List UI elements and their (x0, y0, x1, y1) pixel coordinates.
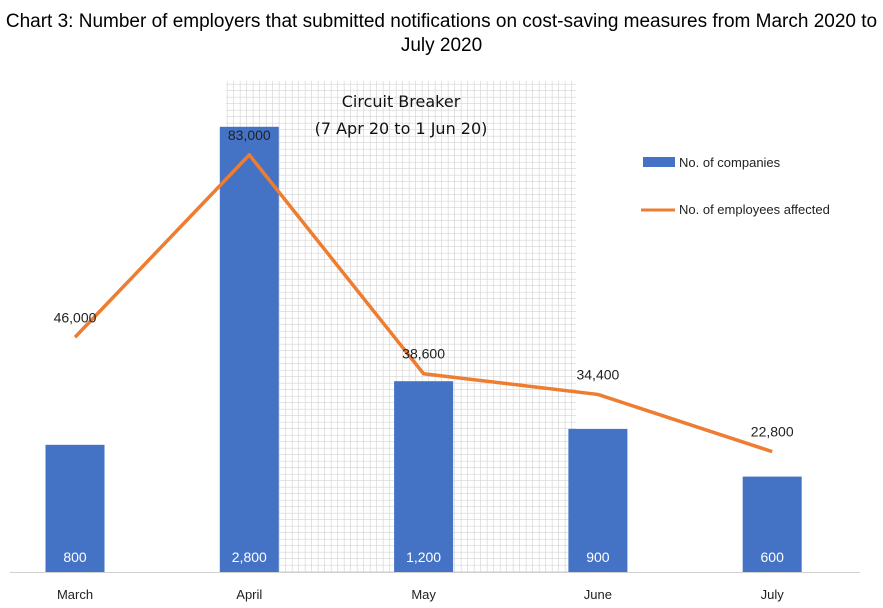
annotation-line1: Circuit Breaker (342, 92, 461, 111)
bar-june (568, 428, 628, 572)
line-label-june: 34,400 (576, 366, 619, 382)
x-tick-july: July (761, 587, 785, 602)
legend: No. of companies No. of employees affect… (641, 155, 830, 217)
bar-march (45, 444, 105, 572)
chart-title: Chart 3: Number of employers that submit… (5, 11, 878, 56)
line-label-april: 83,000 (228, 127, 271, 143)
bar-label-may: 1,200 (406, 549, 441, 565)
bar-label-march: 800 (63, 549, 87, 565)
bar-label-july: 600 (761, 549, 785, 565)
x-tick-june: June (584, 587, 612, 602)
x-tick-april: April (236, 587, 262, 602)
line-label-march: 46,000 (54, 309, 97, 325)
x-tick-may: May (411, 587, 436, 602)
bar-april (219, 126, 279, 573)
bar-label-april: 2,800 (232, 549, 267, 565)
legend-label-employees: No. of employees affected (679, 202, 830, 217)
bar-may (394, 381, 454, 572)
legend-label-companies: No. of companies (679, 155, 781, 170)
line-label-may: 38,600 (402, 346, 445, 362)
bar-july (742, 476, 802, 572)
bar-label-june: 900 (586, 549, 610, 565)
line-label-july: 22,800 (751, 424, 794, 440)
legend-swatch-companies (643, 157, 675, 167)
annotation-line2: (7 Apr 20 to 1 Jun 20) (315, 119, 488, 138)
x-tick-march: March (57, 587, 93, 602)
